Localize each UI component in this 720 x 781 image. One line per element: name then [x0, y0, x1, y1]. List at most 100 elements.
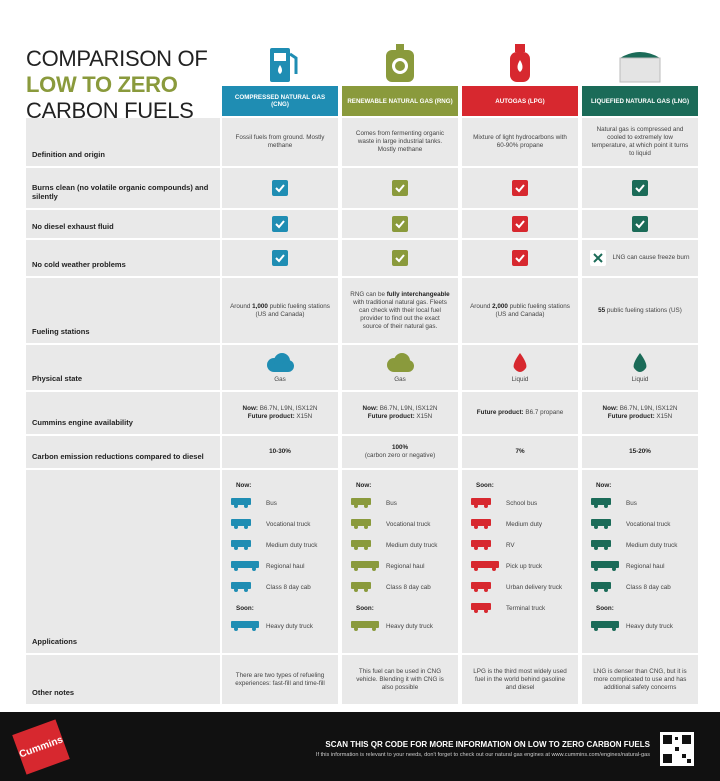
emission-value: 100%: [391, 444, 409, 451]
row-label: Carbon emission reductions compared to d…: [26, 436, 220, 468]
check-wrap: [272, 216, 288, 232]
application-item: RV: [506, 542, 515, 549]
cell: [222, 240, 338, 276]
notes: This fuel can be used in CNG vehicle. Bl…: [356, 667, 444, 691]
cell: There are two types of refueling experie…: [222, 655, 338, 704]
check-wrap: [392, 216, 408, 232]
engine-label: Now:: [242, 405, 258, 412]
row-label: Burns clean (no volatile organic compoun…: [26, 168, 220, 208]
text-segment: fully interchangeable: [386, 290, 450, 298]
fueling-stations: Around 2,000 public fueling stations (US…: [470, 303, 570, 319]
vehicle-icon: [351, 561, 379, 571]
cell: Now: B6.7N, L9N, ISX12N Future product: X…: [222, 392, 338, 434]
text-segment: public fueling stations (US): [605, 306, 682, 314]
engine-label: Future product:: [367, 413, 415, 420]
engine-label: Now:: [362, 405, 378, 412]
check-wrap: [632, 180, 648, 196]
check-icon: [392, 180, 408, 196]
engine-label: Now:: [602, 405, 618, 412]
fuel-icon: [270, 48, 298, 82]
cell: [342, 240, 458, 276]
cell: [462, 210, 578, 238]
application-item: Bus: [626, 500, 637, 507]
check-icon: [272, 180, 288, 196]
cell: LNG can cause freeze burn: [582, 240, 698, 276]
cell: Comes from fermenting organic waste in l…: [342, 118, 458, 166]
vehicle-icon: [591, 561, 619, 571]
fuel-icon: [619, 52, 661, 83]
cell: 15-20%: [582, 436, 698, 468]
application-item: Medium duty truck: [626, 542, 678, 549]
engine-line: Future product: X15N: [368, 413, 432, 421]
check-icon: [392, 250, 408, 266]
group-label: Soon:: [356, 605, 374, 612]
cell: Liquid: [462, 345, 578, 390]
fuel-icon: [386, 44, 414, 82]
vehicle-icon: [471, 561, 499, 571]
cell: [462, 240, 578, 276]
engine-value: X15N: [416, 413, 433, 420]
row-label: Applications: [26, 470, 220, 653]
row-label: No diesel exhaust fluid: [26, 210, 220, 238]
emission-value: 10-30%: [269, 448, 291, 455]
group-label: Soon:: [476, 482, 494, 489]
row-label: Cummins engine availability: [26, 392, 220, 434]
cell: Now: B6.7N, L9N, ISX12N Future product: X…: [342, 392, 458, 434]
cell: [582, 210, 698, 238]
vehicle-icon: [591, 621, 619, 631]
footer: Cummins SCAN THIS QR CODE FOR MORE INFOR…: [0, 712, 720, 781]
engine-value: B6.7 propane: [525, 409, 564, 416]
group-label: Now:: [356, 482, 372, 489]
vehicle-icon: [231, 519, 251, 529]
application-item: Bus: [386, 500, 397, 507]
check-wrap: LNG can cause freeze burn: [590, 250, 690, 266]
cell: 100% (carbon zero or negative): [342, 436, 458, 468]
cell: Fossil fuels from ground. Mostly methane: [222, 118, 338, 166]
vehicle-icon: [591, 498, 611, 508]
cell: [582, 168, 698, 208]
vehicle-icon: [471, 540, 491, 550]
application-item: Medium duty truck: [386, 542, 438, 549]
row-label: Physical state: [26, 345, 220, 390]
text-segment: with traditional natural gas. Fleets can…: [353, 298, 447, 330]
cell: Mixture of light hydrocarbons with 60-90…: [462, 118, 578, 166]
application-item: Vocational truck: [266, 521, 311, 528]
cell: Natural gas is compressed and cooled to …: [582, 118, 698, 166]
application-item: Pick up truck: [506, 563, 543, 570]
fueling-stations: Around 1,000 public fueling stations (US…: [230, 303, 330, 319]
cell: Liquid: [582, 345, 698, 390]
row-label: No cold weather problems: [26, 240, 220, 276]
engine-line: Future product: X15N: [608, 413, 672, 421]
cell: Around 2,000 public fueling stations (US…: [462, 278, 578, 343]
vehicle-icon: [231, 621, 259, 631]
emission-note: (carbon zero or negative): [364, 452, 436, 459]
definition: Fossil fuels from ground. Mostly methane: [235, 134, 325, 149]
check-wrap: [392, 250, 408, 266]
text-segment: 1,000: [252, 302, 268, 310]
definition: Natural gas is compressed and cooled to …: [591, 126, 689, 157]
vehicle-icon: [591, 540, 611, 550]
vehicle-icon: [231, 498, 251, 508]
vehicle-icon: [351, 498, 371, 508]
application-item: Class 8 day cab: [626, 584, 671, 591]
applications: Now: Bus Vocational truck Medium duty truck…: [342, 470, 458, 653]
check-icon: [632, 180, 648, 196]
vehicle-icon: [471, 603, 491, 613]
state-icon: [267, 352, 294, 372]
vehicle-icon: [351, 582, 371, 592]
application-item: Terminal truck: [506, 605, 546, 612]
state-icon: [387, 352, 414, 372]
state-label: Gas: [394, 375, 406, 383]
state-label: Liquid: [631, 375, 649, 383]
logo: Cummins: [12, 719, 70, 775]
fueling-stations: 55 public fueling stations (US): [598, 307, 682, 315]
application-item: Class 8 day cab: [266, 584, 311, 591]
application-item: Medium duty truck: [266, 542, 318, 549]
group-label: Soon:: [596, 605, 614, 612]
check-icon: [632, 216, 648, 232]
emission-value: 7%: [515, 448, 525, 455]
engine-label: Future product:: [607, 413, 655, 420]
cell: RNG can be fully interchangeable with tr…: [342, 278, 458, 343]
engine-line: Now: B6.7N, L9N, ISX12N: [603, 405, 678, 413]
cell: [462, 168, 578, 208]
